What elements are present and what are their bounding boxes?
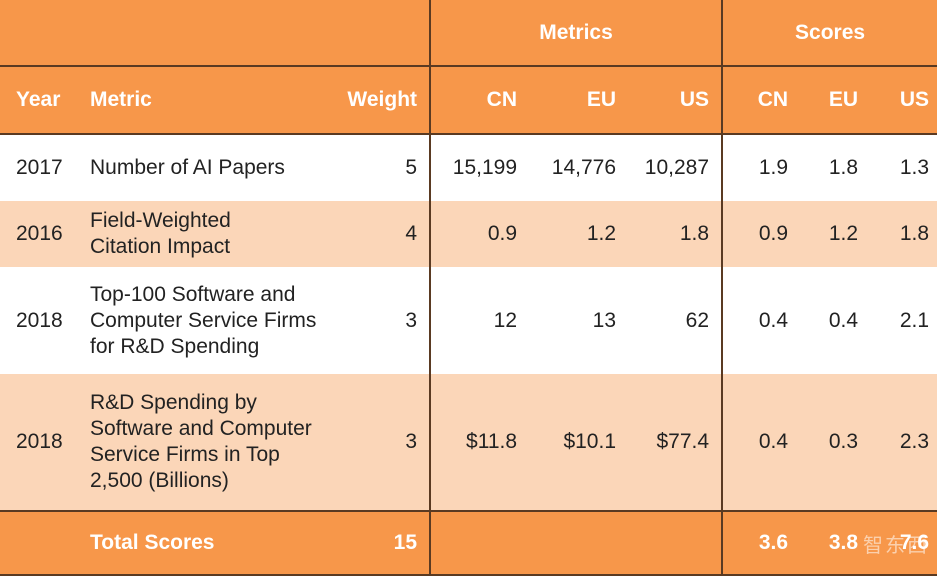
cell-scores-eu: 1.2 <box>800 201 871 267</box>
total-blank <box>0 510 82 576</box>
col-header-metrics-eu: EU <box>529 66 629 134</box>
group-header-blank <box>0 0 431 66</box>
total-scores-eu: 3.8 <box>800 510 871 576</box>
col-header-metrics-cn: CN <box>429 66 530 134</box>
col-header-scores-eu: EU <box>800 66 871 134</box>
cell-metrics-eu: 14,776 <box>529 134 629 201</box>
cell-metrics-cn: $11.8 <box>429 374 530 511</box>
group-header-scores: Scores <box>721 0 937 66</box>
cell-year: 2018 <box>0 374 82 511</box>
column-header-row: Year Metric Weight CN EU US CN EU US <box>0 66 937 134</box>
cell-year: 2017 <box>0 134 82 201</box>
total-metrics-blank <box>628 510 723 576</box>
total-scores-cn: 3.6 <box>721 510 801 576</box>
cell-metrics-us: 1.8 <box>628 201 723 267</box>
total-label: Total Scores <box>82 510 332 576</box>
group-header-metrics: Metrics <box>429 0 723 66</box>
col-header-metric: Metric <box>82 66 332 134</box>
cell-scores-cn: 0.4 <box>721 267 801 374</box>
total-metrics-blank <box>429 510 530 576</box>
cell-metrics-eu: $10.1 <box>529 374 629 511</box>
total-scores-us: 7.6 <box>870 510 937 576</box>
col-header-year: Year <box>0 66 82 134</box>
table-row: 2018 Top-100 Software and Computer Servi… <box>0 267 937 374</box>
cell-weight: 3 <box>332 374 431 511</box>
total-weight: 15 <box>332 510 431 576</box>
col-header-scores-us: US <box>870 66 937 134</box>
cell-scores-us: 1.8 <box>870 201 937 267</box>
cell-scores-eu: 0.4 <box>800 267 871 374</box>
cell-metrics-eu: 13 <box>529 267 629 374</box>
cell-metrics-cn: 0.9 <box>429 201 530 267</box>
cell-metric: R&D Spending by Software and Computer Se… <box>82 374 332 511</box>
cell-metric: Number of AI Papers <box>82 134 332 201</box>
cell-metrics-eu: 1.2 <box>529 201 629 267</box>
col-header-scores-cn: CN <box>721 66 801 134</box>
cell-scores-eu: 0.3 <box>800 374 871 511</box>
cell-metrics-cn: 12 <box>429 267 530 374</box>
cell-metrics-cn: 15,199 <box>429 134 530 201</box>
cell-weight: 4 <box>332 201 431 267</box>
cell-scores-cn: 1.9 <box>721 134 801 201</box>
group-header-row: Metrics Scores <box>0 0 937 66</box>
col-header-metrics-us: US <box>628 66 723 134</box>
cell-metrics-us: $77.4 <box>628 374 723 511</box>
cell-year: 2016 <box>0 201 82 267</box>
cell-scores-us: 2.3 <box>870 374 937 511</box>
table-row: 2017 Number of AI Papers 5 15,199 14,776… <box>0 134 937 201</box>
cell-scores-us: 2.1 <box>870 267 937 374</box>
cell-scores-cn: 0.4 <box>721 374 801 511</box>
cell-scores-cn: 0.9 <box>721 201 801 267</box>
watermark-logo: 智东西 <box>863 535 929 557</box>
cell-scores-us: 1.3 <box>870 134 937 201</box>
cell-scores-eu: 1.8 <box>800 134 871 201</box>
cell-weight: 5 <box>332 134 431 201</box>
cell-weight: 3 <box>332 267 431 374</box>
cell-year: 2018 <box>0 267 82 374</box>
cell-metric: Field-Weighted Citation Impact <box>82 201 332 267</box>
total-metrics-blank <box>529 510 629 576</box>
cell-metrics-us: 10,287 <box>628 134 723 201</box>
table-row: 2018 R&D Spending by Software and Comput… <box>0 374 937 511</box>
total-row: Total Scores 15 3.6 3.8 7.6 <box>0 510 937 576</box>
cell-metric: Top-100 Software and Computer Service Fi… <box>82 267 332 374</box>
cell-metrics-us: 62 <box>628 267 723 374</box>
table-row: 2016 Field-Weighted Citation Impact 4 0.… <box>0 201 937 267</box>
col-header-weight: Weight <box>332 66 431 134</box>
